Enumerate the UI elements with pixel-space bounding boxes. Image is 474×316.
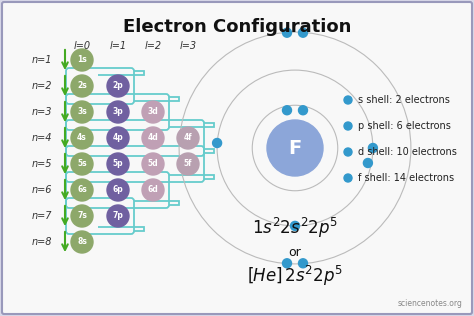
Text: $[He]\,2s^22p^5$: $[He]\,2s^22p^5$ (247, 264, 343, 288)
Text: $1s^22s^22p^5$: $1s^22s^22p^5$ (252, 216, 338, 240)
Text: 7p: 7p (112, 211, 123, 221)
Circle shape (344, 174, 352, 182)
Circle shape (71, 179, 93, 201)
Circle shape (71, 75, 93, 97)
Text: 4s: 4s (77, 133, 87, 143)
Text: d shell: 10 electrons: d shell: 10 electrons (358, 147, 457, 157)
Text: 3p: 3p (113, 107, 123, 117)
Circle shape (283, 106, 292, 115)
Text: l=3: l=3 (180, 41, 197, 51)
Text: l=0: l=0 (73, 41, 91, 51)
Text: 4f: 4f (184, 133, 192, 143)
Circle shape (299, 259, 308, 268)
Text: l=1: l=1 (109, 41, 127, 51)
Circle shape (364, 159, 373, 167)
Text: 5d: 5d (148, 160, 158, 168)
Text: n=5: n=5 (32, 159, 52, 169)
Circle shape (71, 153, 93, 175)
Text: l=2: l=2 (145, 41, 162, 51)
Circle shape (277, 131, 312, 166)
Circle shape (142, 153, 164, 175)
Text: 5f: 5f (184, 160, 192, 168)
Circle shape (344, 96, 352, 104)
Circle shape (213, 138, 222, 148)
Circle shape (271, 124, 319, 173)
Circle shape (71, 205, 93, 227)
Circle shape (107, 179, 129, 201)
Text: 3s: 3s (77, 107, 87, 117)
Circle shape (283, 28, 292, 37)
Circle shape (107, 101, 129, 123)
Circle shape (107, 153, 129, 175)
Circle shape (299, 106, 308, 115)
Text: 2p: 2p (113, 82, 123, 90)
Circle shape (281, 134, 309, 162)
Text: n=2: n=2 (32, 81, 52, 91)
Circle shape (107, 75, 129, 97)
Text: 7s: 7s (77, 211, 87, 221)
Circle shape (267, 120, 323, 176)
Circle shape (142, 127, 164, 149)
Circle shape (299, 28, 308, 37)
Text: 5s: 5s (77, 160, 87, 168)
Text: sciencenotes.org: sciencenotes.org (397, 299, 462, 308)
Text: n=7: n=7 (32, 211, 52, 221)
Text: or: or (289, 246, 301, 259)
Text: 5p: 5p (113, 160, 123, 168)
Text: Electron Configuration: Electron Configuration (123, 18, 351, 36)
Circle shape (274, 127, 316, 169)
Circle shape (368, 143, 377, 153)
Text: 4p: 4p (113, 133, 123, 143)
Circle shape (344, 122, 352, 130)
Circle shape (288, 141, 302, 155)
Text: p shell: 6 electrons: p shell: 6 electrons (358, 121, 451, 131)
FancyBboxPatch shape (2, 2, 472, 314)
Circle shape (71, 101, 93, 123)
Circle shape (177, 153, 199, 175)
Circle shape (142, 101, 164, 123)
Circle shape (291, 222, 300, 230)
Text: n=1: n=1 (32, 55, 52, 65)
Text: 6p: 6p (113, 185, 123, 195)
Text: f shell: 14 electrons: f shell: 14 electrons (358, 173, 454, 183)
Circle shape (344, 148, 352, 156)
Circle shape (107, 127, 129, 149)
Circle shape (107, 205, 129, 227)
Text: 6d: 6d (147, 185, 158, 195)
Circle shape (284, 137, 306, 159)
Text: 6s: 6s (77, 185, 87, 195)
Text: 1s: 1s (77, 56, 87, 64)
Text: 2s: 2s (77, 82, 87, 90)
Text: s shell: 2 electrons: s shell: 2 electrons (358, 95, 450, 105)
Circle shape (71, 127, 93, 149)
Circle shape (71, 49, 93, 71)
Circle shape (71, 231, 93, 253)
Text: F: F (288, 138, 301, 157)
Circle shape (283, 259, 292, 268)
Text: n=3: n=3 (32, 107, 52, 117)
Text: n=8: n=8 (32, 237, 52, 247)
Text: n=6: n=6 (32, 185, 52, 195)
Circle shape (292, 144, 299, 151)
Circle shape (177, 127, 199, 149)
Text: n=4: n=4 (32, 133, 52, 143)
Text: 8s: 8s (77, 238, 87, 246)
Circle shape (142, 179, 164, 201)
Text: 3d: 3d (147, 107, 158, 117)
Text: 4d: 4d (147, 133, 158, 143)
